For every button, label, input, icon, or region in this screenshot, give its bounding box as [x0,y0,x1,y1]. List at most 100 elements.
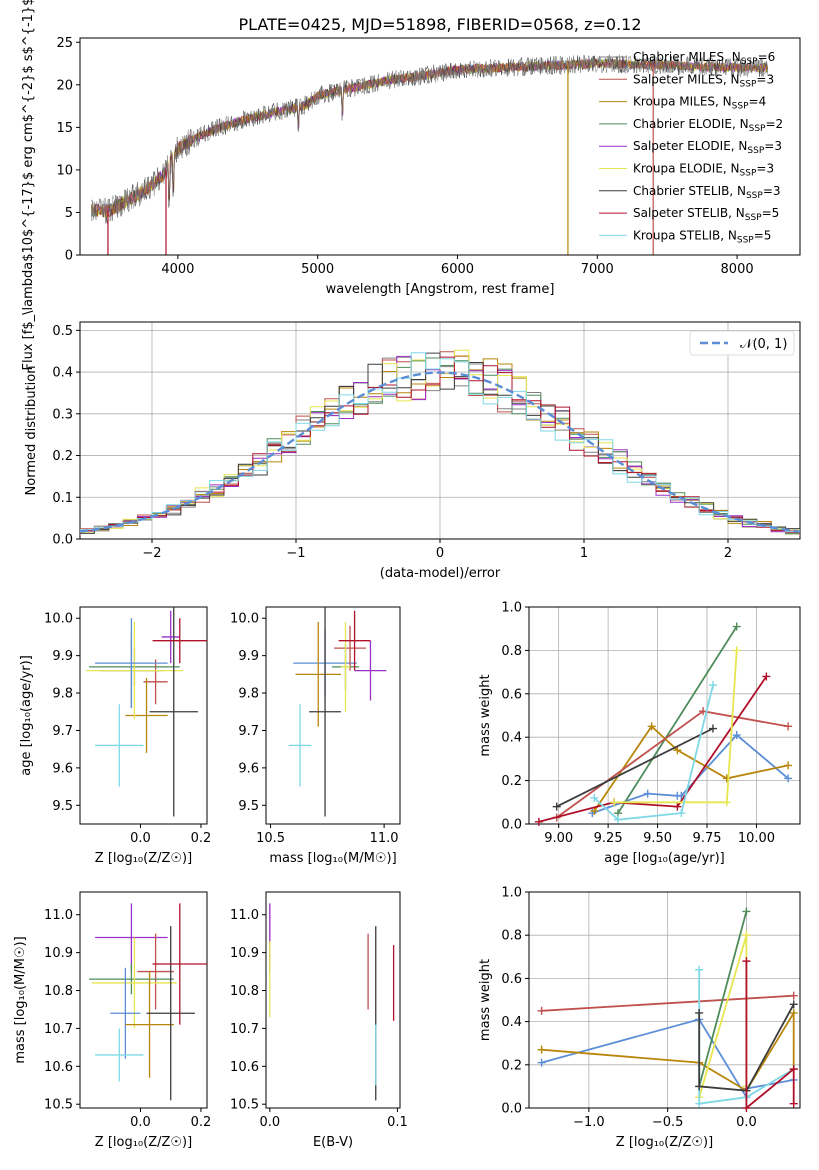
legend-label: Chabrier ELODIE, NSSP=2 [633,117,783,134]
data-point [732,622,741,631]
y-tick-label: 10.8 [44,984,73,999]
data-point [784,722,793,731]
data-point [695,1099,704,1108]
x-axis-label: E(B-V) [313,1135,353,1150]
data-point [677,809,686,818]
y-tick-label: 9.7 [238,724,259,739]
x-tick-label: 0.0 [130,1115,151,1130]
y-tick-label: 0.0 [52,533,73,548]
x-tick-label: 0.0 [259,1115,280,1130]
data-point [552,802,561,811]
x-tick-label: 11.0 [370,831,399,846]
y-axis-label: mass [log₁₀(M/M☉)] [13,936,28,1063]
x-tick-label: 10.5 [256,831,285,846]
data-point [789,991,798,1000]
y-tick-label: 25 [56,36,73,51]
y-tick-label: 10.6 [44,1060,73,1075]
axes-frame [265,606,401,825]
y-tick-label: 0.4 [52,366,73,381]
data-point [732,731,741,740]
data-point [742,931,751,940]
y-tick-label: 0.2 [52,449,73,464]
y-tick-label: 10.5 [44,1098,73,1113]
data-point [789,1099,798,1108]
y-tick-label: 9.5 [238,799,259,814]
data-point [708,681,717,690]
data-point [537,1045,546,1054]
legend-label: Salpeter STELIB, NSSP=5 [633,206,779,223]
x-tick-label: 9.75 [693,831,722,846]
data-point [673,802,682,811]
y-tick-label: 10.9 [44,946,73,961]
data-point [789,1008,798,1017]
data-point [742,1104,751,1112]
legend-label: 𝒩(0, 1) [740,337,787,352]
legend-label: Kroupa STELIB, NSSP=5 [633,228,771,245]
gaussian-curve [79,371,801,533]
data-point [762,672,771,681]
x-axis-label: mass [log₁₀(M/M☉)] [269,851,396,866]
y-tick-label: 10.6 [230,1060,259,1075]
x-tick-label: 0.2 [191,1115,212,1130]
y-tick-label: 0.6 [501,972,522,987]
y-tick-label: 0.5 [52,324,73,339]
y-tick-label: 10.9 [230,946,259,961]
data-point [722,798,731,807]
data-point [732,646,741,655]
y-tick-label: 0.8 [501,644,522,659]
series-line [593,684,714,821]
y-tick-label: 9.8 [238,687,259,702]
series-line [698,1003,795,1092]
y-tick-label: 10.0 [44,612,73,627]
legend-label: Salpeter ELODIE, NSSP=3 [633,139,782,156]
y-axis-label: age [log₁₀(age/yr)] [19,655,34,776]
series-line [745,961,795,1110]
x-tick-label: 9.00 [544,831,573,846]
x-tick-label: −1.0 [573,1115,605,1130]
y-tick-label: 1.0 [501,886,522,901]
data-point [784,761,793,770]
y-tick-label: 0 [65,249,73,264]
data-point [742,907,751,916]
y-tick-label: 9.6 [52,761,73,776]
y-tick-label: 9.6 [238,761,259,776]
data-point [647,722,656,731]
x-tick-label: 2 [724,546,732,561]
x-tick-label: 9.25 [594,831,623,846]
y-tick-label: 10.7 [44,1022,73,1037]
y-tick-label: 9.5 [52,799,73,814]
y-tick-label: 9.8 [52,687,73,702]
x-tick-label: 0.1 [387,1115,408,1130]
x-tick-label: 0.0 [736,1115,757,1130]
x-axis-label: wavelength [Angstrom, rest frame] [326,282,555,297]
y-axis-label: Normed distribution [24,366,39,496]
data-point [708,724,717,733]
y-tick-label: 0.8 [501,929,522,944]
data-point [590,793,599,802]
x-tick-label: −1 [286,546,305,561]
y-tick-label: 11.0 [44,908,73,923]
x-tick-label: 0 [436,546,444,561]
y-tick-label: 9.7 [52,724,73,739]
data-point [673,746,682,755]
x-axis-label: Z [log₁₀(Z/Z☉)] [616,1135,713,1150]
spectrum-line [90,54,769,222]
x-tick-label: 4000 [161,262,194,277]
legend-label: Chabrier MILES, NSSP=6 [633,50,775,67]
x-tick-label: 8000 [721,262,754,277]
data-point [742,957,751,966]
y-tick-label: 10 [56,163,73,178]
series-line [538,675,768,823]
axes-frame [528,606,801,825]
y-tick-label: 0.6 [501,687,522,702]
legend-label: Salpeter MILES, NSSP=3 [633,72,774,89]
axes-frame [265,891,401,1109]
y-tick-label: 0.1 [52,491,73,506]
data-point [789,1000,798,1009]
y-tick-label: 0.3 [52,407,73,422]
x-axis-label: Z [log₁₀(Z/Z☉)] [95,1135,192,1150]
axes-frame [528,891,801,1109]
series-line [698,934,748,1098]
x-tick-label: 5000 [301,262,334,277]
